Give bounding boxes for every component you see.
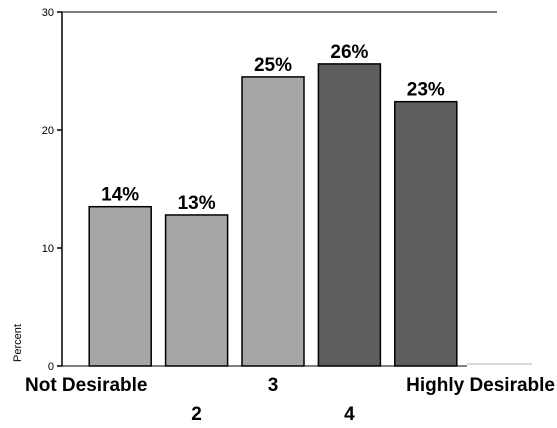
data-label: 14% <box>101 185 139 206</box>
category-label: 3 <box>268 375 279 396</box>
bar <box>241 76 305 367</box>
y-axis: 0 10 20 30 <box>42 7 62 373</box>
data-label: 13% <box>178 193 216 214</box>
bar <box>88 205 152 367</box>
y-tick-label: 10 <box>42 243 54 255</box>
category-label: Not Desirable <box>25 375 147 396</box>
data-label: 23% <box>407 80 445 101</box>
bar <box>317 63 382 367</box>
y-axis-label: Percent <box>12 324 24 362</box>
data-label: 25% <box>254 55 292 76</box>
data-labels: 14% 13% 25% 26% 23% <box>101 42 445 214</box>
y-tick-label: 20 <box>42 125 54 137</box>
category-label: Highly Desirable <box>406 375 555 396</box>
y-tick-label: 0 <box>48 361 54 373</box>
bar <box>164 214 229 367</box>
bars <box>88 63 458 367</box>
category-label: 2 <box>191 404 202 425</box>
category-label: 4 <box>344 404 355 425</box>
category-labels: Not Desirable 2 3 4 Highly Desirable <box>25 375 555 425</box>
bar <box>394 100 458 367</box>
y-tick-label: 30 <box>42 7 54 19</box>
data-label: 26% <box>330 42 368 63</box>
